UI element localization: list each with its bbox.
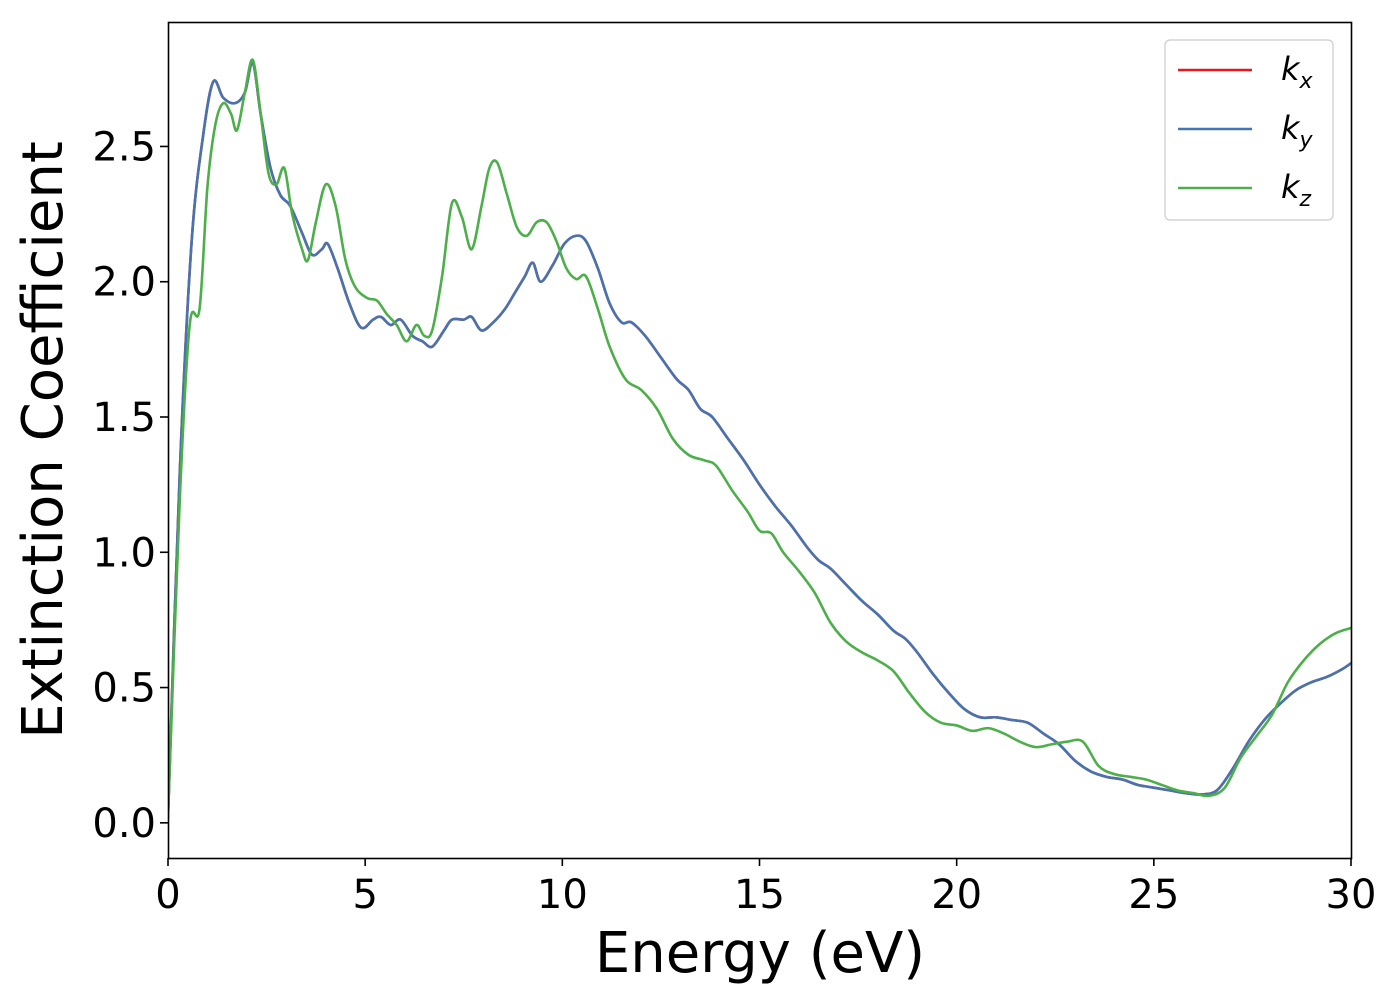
y-tick-label: 2.0 <box>92 260 156 306</box>
legend-label-y: ky <box>1281 109 1314 153</box>
x-tick-label: 25 <box>1128 872 1179 918</box>
x-tick-label: 10 <box>537 872 588 918</box>
x-tick-label: 5 <box>352 872 377 918</box>
legend-label-x: kx <box>1281 50 1314 94</box>
y-tick-label: 0.5 <box>92 666 156 712</box>
y-tick-label: 2.5 <box>92 124 156 170</box>
y-tick-label: 1.5 <box>92 395 156 441</box>
series-line-k-y <box>168 61 1351 819</box>
x-tick-label: 30 <box>1326 872 1377 918</box>
legend: kx ky kz <box>1164 39 1334 221</box>
series-line-k-z <box>168 58 1351 819</box>
x-axis-title: Energy (eV) <box>595 921 925 986</box>
y-tick-label: 1.0 <box>92 530 156 576</box>
x-tick-label: 20 <box>931 872 982 918</box>
x-tick-label: 15 <box>734 872 785 918</box>
legend-label-z: kz <box>1281 168 1312 212</box>
y-tick-label: 0.0 <box>92 801 156 847</box>
y-axis-title: Extinction Coefficient <box>11 141 76 739</box>
x-tick-label: 0 <box>155 872 180 918</box>
